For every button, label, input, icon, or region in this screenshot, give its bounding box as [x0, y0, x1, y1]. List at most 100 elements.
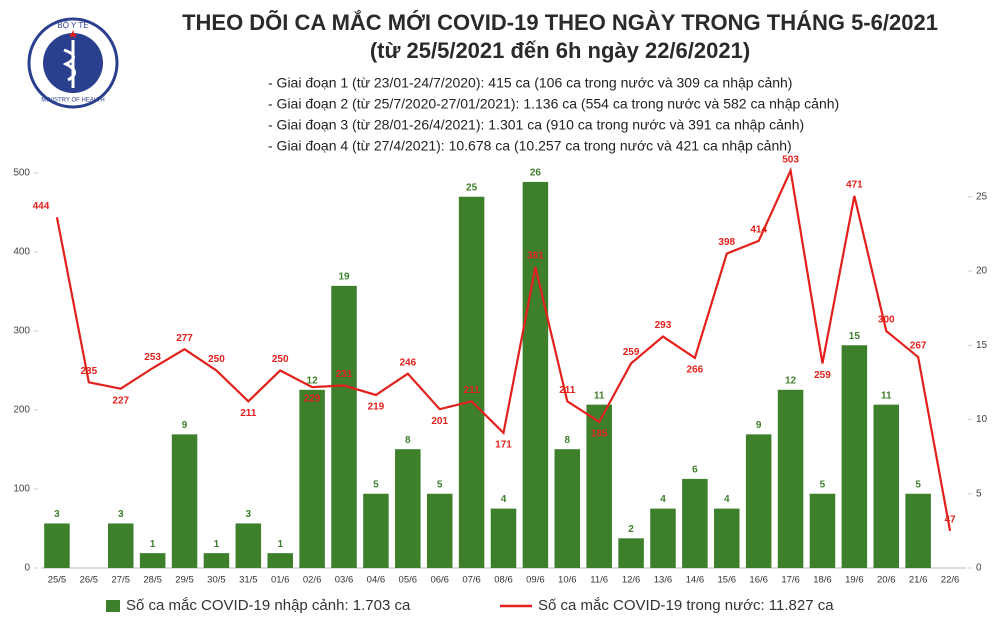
bar-value-label: 11 — [594, 390, 605, 401]
x-tick-label: 30/5 — [207, 575, 226, 586]
bar — [554, 449, 581, 568]
bar — [363, 493, 389, 568]
line-value-label: 503 — [782, 154, 799, 165]
bar — [714, 508, 740, 568]
y-tick-label: 200 — [13, 405, 30, 416]
bar-value-label: 2 — [628, 524, 634, 535]
line-value-label: 211 — [240, 408, 257, 419]
note: - Giai đoạn 1 (từ 23/01-24/7/2020): 415 … — [268, 75, 792, 91]
logo-star — [68, 30, 78, 38]
line — [55, 166, 952, 532]
bar — [458, 196, 485, 568]
line-value-label: 201 — [431, 416, 448, 427]
x-tick-label: 18/6 — [813, 575, 832, 586]
bar — [586, 404, 612, 568]
legend-label: Số ca mắc COVID-19 trong nước: 11.827 ca — [538, 597, 834, 614]
line-value-label: 231 — [336, 369, 353, 380]
y2-tick-label: 15 — [976, 340, 988, 351]
bar — [522, 181, 549, 568]
line-value-label: 229 — [304, 394, 321, 405]
line-value-label: 211 — [559, 385, 576, 396]
bar-value-label: 5 — [915, 479, 921, 490]
bar-value-label: 9 — [182, 420, 188, 431]
legend-label: Số ca mắc COVID-19 nhập cảnh: 1.703 ca — [126, 597, 411, 614]
y-tick-label: 500 — [13, 168, 30, 179]
bar-value-label: 12 — [785, 375, 797, 386]
bar-value-label: 6 — [692, 465, 698, 476]
logo-snake — [62, 48, 76, 82]
y2-tick-label: 0 — [976, 563, 982, 574]
bar-value-label: 5 — [820, 479, 826, 490]
bar — [395, 449, 421, 568]
bar-value-label: 4 — [724, 494, 730, 505]
x-tick-label: 31/5 — [239, 575, 258, 586]
bar — [299, 389, 325, 568]
y-tick-label: 400 — [13, 247, 30, 258]
line-value-label: 300 — [878, 315, 895, 326]
logo-top-text: BỘ Y TẾ — [57, 20, 88, 30]
bar — [426, 493, 453, 568]
note: - Giai đoạn 2 (từ 25/7/2020-27/01/2021):… — [268, 96, 839, 112]
x-tick-label: 22/6 — [941, 575, 960, 586]
bar — [44, 523, 70, 568]
bar-value-label: 25 — [466, 182, 478, 193]
line-value-label: 253 — [144, 352, 161, 363]
y-tick-label: 100 — [13, 484, 30, 495]
bar-value-label: 5 — [373, 479, 379, 490]
line-value-label: 47 — [944, 515, 956, 526]
x-tick-label: 19/6 — [845, 575, 864, 586]
bar-value-label: 4 — [660, 494, 666, 505]
x-tick-label: 07/6 — [462, 575, 481, 586]
line-value-label: 259 — [814, 370, 831, 381]
bar-value-label: 1 — [277, 539, 283, 550]
line-value-label: 293 — [655, 320, 672, 331]
bar — [171, 434, 198, 568]
x-tick-label: 25/5 — [48, 575, 67, 586]
x-tick-label: 02/6 — [303, 575, 322, 586]
note: - Giai đoạn 3 (từ 28/01-26/4/2021): 1.30… — [268, 117, 804, 133]
bar — [490, 508, 517, 568]
bar — [873, 404, 900, 568]
y2-tick-label: 5 — [976, 488, 982, 499]
line-value-label: 219 — [368, 402, 385, 413]
bar — [745, 434, 772, 568]
x-tick-label: 12/6 — [622, 575, 641, 586]
x-tick-label: 04/6 — [367, 575, 386, 586]
bar-value-label: 12 — [307, 375, 319, 386]
note: - Giai đoạn 4 (từ 27/4/2021): 10.678 ca … — [268, 138, 792, 154]
x-tick-label: 01/6 — [271, 575, 290, 586]
bar-value-label: 3 — [118, 509, 124, 520]
bar — [139, 553, 166, 568]
x-tick-label: 21/6 — [909, 575, 928, 586]
line-value-label: 381 — [527, 251, 544, 262]
bar — [905, 493, 931, 568]
bar — [618, 538, 644, 568]
line-value-label: 227 — [112, 395, 129, 406]
bar — [107, 523, 134, 568]
chart-title: THEO DÕI CA MẮC MỚI COVID-19 THEO NGÀY T… — [182, 10, 938, 35]
line-value-label: 250 — [208, 354, 225, 365]
line-value-label: 266 — [687, 365, 704, 376]
bar — [841, 345, 868, 568]
bar — [809, 493, 836, 568]
line-value-label: 259 — [623, 347, 640, 358]
bar-value-label: 8 — [405, 435, 411, 446]
legend-swatch — [106, 600, 120, 612]
y-tick-label: 300 — [13, 326, 30, 337]
bar — [682, 478, 708, 568]
bar — [777, 389, 804, 568]
bar — [650, 508, 676, 568]
bar-value-label: 26 — [530, 168, 542, 179]
line-value-label: 185 — [591, 428, 608, 439]
bar-value-label: 15 — [849, 331, 861, 342]
x-tick-label: 11/6 — [590, 575, 608, 586]
bar-value-label: 5 — [437, 479, 443, 490]
bar — [235, 523, 262, 568]
line-value-label: 444 — [33, 201, 50, 212]
line-value-label: 171 — [495, 440, 512, 451]
line-value-label: 277 — [176, 333, 193, 344]
y2-tick-label: 25 — [976, 191, 988, 202]
bar-value-label: 8 — [565, 435, 571, 446]
x-tick-label: 03/6 — [335, 575, 354, 586]
